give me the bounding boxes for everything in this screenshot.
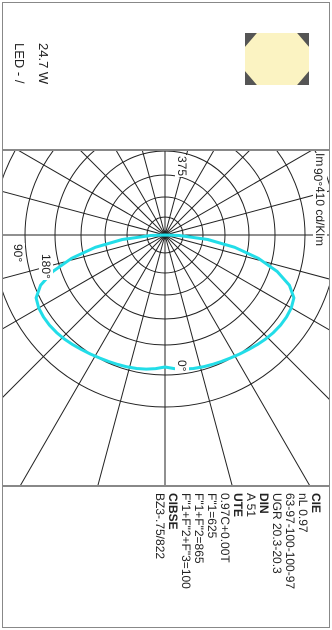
power-value: 24.7 W bbox=[36, 43, 51, 85]
intensity-curve bbox=[34, 233, 296, 371]
din-class: A 51 bbox=[244, 493, 258, 518]
f12-value: F"1+F"2=865 bbox=[192, 493, 206, 564]
angle-label-180: 180° bbox=[39, 253, 53, 280]
info-panel: CIE nL 0.97 63-97-100-100-97 UGR 20.3-20.3 D… bbox=[2, 486, 330, 628]
polar-chart bbox=[2, 150, 330, 486]
ugr-value: UGR 20.3-20.3 bbox=[270, 493, 284, 574]
flux-codes: 63-97-100-100-97 bbox=[283, 493, 297, 590]
cie-title: CIE bbox=[309, 493, 323, 514]
nl-value: nL 0.97 bbox=[296, 493, 310, 533]
angle-label-90-right: 90° bbox=[11, 243, 25, 264]
ute-value: 0.97C+0.00T bbox=[218, 493, 232, 563]
angle-label-0: 0° bbox=[175, 359, 189, 373]
f123-value: F"1+F"2+F"3=100 bbox=[179, 493, 193, 589]
cibse-title: CIBSE bbox=[166, 493, 180, 530]
polar-diagram: Imax=410 cd/Klm 90° 180° 90° 0° 375 bbox=[2, 150, 330, 486]
ring-value-label: 375 bbox=[175, 155, 189, 178]
ute-title: UTE bbox=[231, 493, 245, 517]
f1-value: F"1=625 bbox=[205, 493, 219, 539]
source-type: LED - / bbox=[12, 43, 27, 84]
luminaire-icon bbox=[245, 33, 309, 85]
header-panel: 24.7 W LED - / bbox=[2, 2, 330, 150]
angle-label-90-left: 90° bbox=[311, 167, 325, 188]
cibse-value: BZ3-.75/822 bbox=[153, 493, 167, 560]
din-title: DIN bbox=[257, 493, 271, 514]
